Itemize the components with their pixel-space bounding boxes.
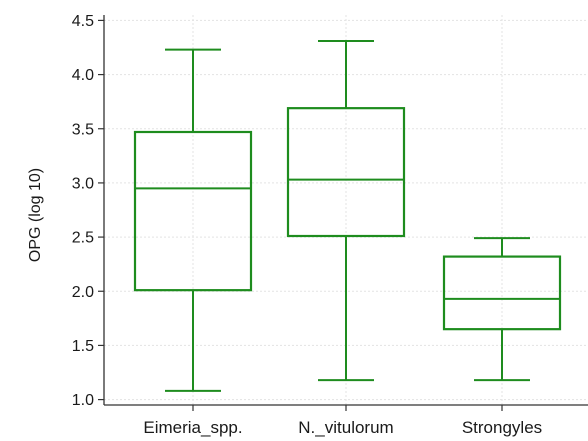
x-tick-label: Strongyles xyxy=(462,418,542,437)
y-tick-label: 1.5 xyxy=(72,338,94,355)
y-tick-label: 3.5 xyxy=(72,121,94,138)
iqr-box xyxy=(286,107,406,238)
y-tick-label: 4.5 xyxy=(72,13,94,30)
y-tick-label: 4.0 xyxy=(72,67,94,84)
box-1 xyxy=(133,48,253,392)
box-3 xyxy=(442,237,562,382)
iqr-box xyxy=(442,255,562,331)
axes: 1.0 1.5 2.0 2.5 3.0 3.5 4.0 4.5 Eimeria_spp. N._v… xyxy=(72,13,588,437)
y-tick-label: 2.0 xyxy=(72,284,94,301)
y-axis-title: OPG (log 10) xyxy=(27,168,44,262)
y-tick-label: 3.0 xyxy=(72,175,94,192)
y-tick-label: 2.5 xyxy=(72,230,94,247)
iqr-box xyxy=(133,130,253,292)
y-tick-label: 1.0 xyxy=(72,392,94,409)
x-tick-label: N._vitulorum xyxy=(298,418,393,437)
boxes xyxy=(133,40,562,392)
box-2 xyxy=(286,40,406,382)
x-tick-label: Eimeria_spp. xyxy=(143,418,242,437)
